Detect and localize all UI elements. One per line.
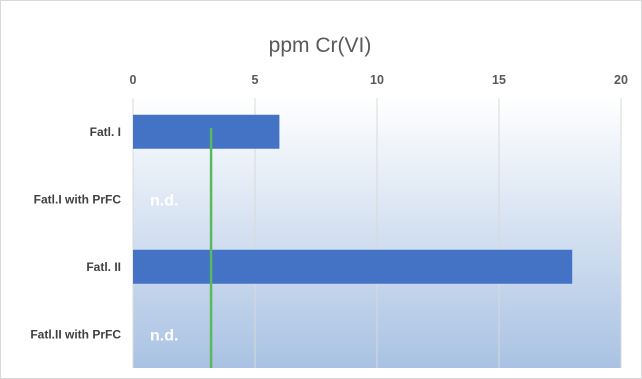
x-tick-label: 15 [492,73,506,87]
x-tick-label: 0 [130,73,137,87]
chart-title: ppm Cr(VI) [269,34,372,57]
y-category-label: Fatl.I with PrFC [34,192,122,206]
x-tick-label: 5 [252,73,259,87]
data-labels: n.d. n.d. [150,192,178,344]
data-label-nd: n.d. [150,327,178,344]
x-tick-label: 20 [614,73,628,87]
y-category-label: Fatl. I [90,125,121,139]
bar [133,249,573,284]
y-category-label: Fatl. II [86,260,121,274]
y-axis-categories: Fatl. I Fatl.I with PrFC Fatl. II Fatl.II w… [30,125,121,342]
x-tick-label: 10 [370,73,384,87]
x-axis-ticks: 0 5 10 15 20 [130,73,628,87]
y-category-label: Fatl.II with PrFC [30,327,121,341]
bar [133,114,280,149]
data-label-nd: n.d. [150,192,178,209]
bars [133,114,573,284]
